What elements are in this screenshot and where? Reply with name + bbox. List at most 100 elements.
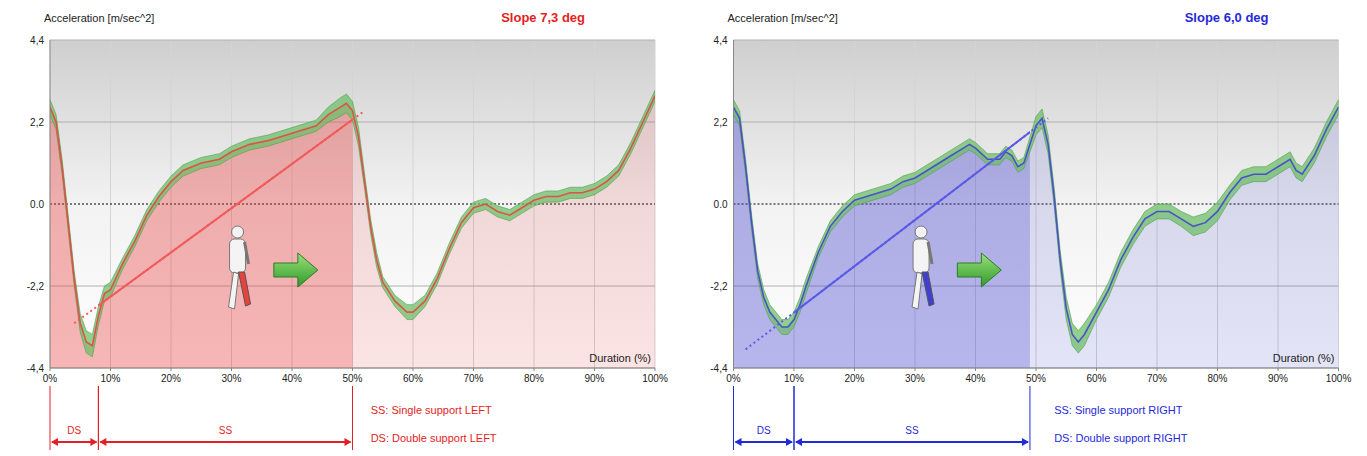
y-tick-label: -2,2 — [710, 281, 728, 292]
x-tick-label: 60% — [1086, 373, 1106, 384]
phase-arrow — [736, 441, 793, 443]
trend-line — [746, 118, 1049, 349]
tick-mark — [1096, 368, 1097, 371]
tick-mark — [594, 368, 595, 371]
y-tick-label: -4,4 — [710, 363, 728, 374]
x-tick-label: 40% — [282, 373, 302, 384]
arrow-head — [345, 438, 352, 446]
leg-highlight — [922, 272, 934, 306]
phase-area — [50, 96, 353, 368]
error-band — [50, 90, 655, 357]
grid-line — [50, 40, 655, 41]
x-tick-label: 80% — [1207, 373, 1227, 384]
x-tick-label: 10% — [100, 373, 120, 384]
grid-line — [734, 40, 1339, 41]
phase-boundary — [98, 386, 99, 450]
tick-mark — [171, 368, 172, 371]
arrow-head — [795, 438, 802, 446]
tick-mark — [1217, 368, 1218, 371]
grid-line — [733, 40, 734, 368]
tick-mark — [1278, 368, 1279, 371]
x-tick-label: 20% — [844, 373, 864, 384]
torso — [230, 239, 246, 273]
head — [915, 226, 927, 238]
x-axis-title: Duration (%) — [1273, 352, 1335, 364]
x-tick-label: 90% — [1268, 373, 1288, 384]
tick-mark — [231, 368, 232, 371]
tick-mark — [655, 368, 656, 371]
y-axis-title: Acceleration [m/sec^2] — [44, 12, 154, 24]
tick-mark — [915, 368, 916, 371]
tick-mark — [534, 368, 535, 371]
x-tick-label: 20% — [161, 373, 181, 384]
phase-boundary — [50, 386, 51, 450]
x-tick-label: 30% — [221, 373, 241, 384]
plot-background — [734, 40, 1339, 368]
phase-boundary — [794, 386, 795, 450]
plot-background — [50, 40, 655, 368]
mean-line — [734, 107, 1339, 342]
arrow-head — [786, 438, 793, 446]
phase-label: SS — [219, 425, 233, 436]
y-axis — [50, 40, 51, 368]
y-tick-label: 2,2 — [714, 117, 728, 128]
grid-line — [50, 40, 51, 368]
phase-label: SS — [905, 425, 919, 436]
phase-arrow — [52, 441, 96, 443]
x-tick-label: 10% — [784, 373, 804, 384]
trend-line-solid — [98, 111, 352, 323]
x-tick-label: 40% — [965, 373, 985, 384]
y-tick-label: 4,4 — [714, 35, 728, 46]
panel: -4,4-2,20.02,24,40%10%20%30%40%50%60%70%… — [27, 10, 668, 450]
y-tick-label: -4,4 — [27, 363, 45, 374]
y-tick-label: -2,2 — [27, 281, 45, 292]
tick-mark — [292, 368, 293, 371]
phase-boundary — [733, 386, 734, 450]
x-tick-label: 60% — [403, 373, 423, 384]
chart-title: Slope 6,0 deg — [1185, 10, 1269, 25]
x-tick-label: 90% — [584, 373, 604, 384]
head — [232, 226, 244, 238]
x-tick-label: 70% — [1147, 373, 1167, 384]
phase-boundary — [98, 386, 99, 450]
phase-boundary — [794, 386, 795, 450]
leg — [912, 272, 922, 309]
figure: -4,4-2,20.02,24,40%10%20%30%40%50%60%70%… — [0, 0, 1367, 456]
phase-note: SS: Single support LEFT — [371, 404, 492, 416]
tick-mark — [413, 368, 414, 371]
plot-data — [50, 90, 655, 368]
tick-mark — [110, 368, 111, 371]
arrow-head — [90, 438, 97, 446]
phase-boundary — [1029, 386, 1030, 450]
tick-mark — [794, 368, 795, 371]
phase-note: DS: Double support RIGHT — [1054, 432, 1188, 444]
leg-highlight — [239, 272, 251, 306]
walker-icon — [229, 226, 251, 309]
y-tick-label: 2,2 — [30, 117, 44, 128]
mean-line — [50, 96, 655, 346]
phase-arrow — [100, 441, 350, 443]
panel: -4,4-2,20.02,24,40%10%20%30%40%50%60%70%… — [710, 10, 1351, 450]
arrow-head — [99, 438, 106, 446]
leg — [229, 272, 239, 309]
x-tick-label: 0% — [726, 373, 741, 384]
phase-note: SS: Single support RIGHT — [1054, 404, 1183, 416]
area — [734, 107, 1339, 368]
phase-note: DS: Double support LEFT — [371, 432, 497, 444]
x-tick-label: 30% — [905, 373, 925, 384]
y-axis-title: Acceleration [m/sec^2] — [728, 12, 838, 24]
chart-title: Slope 7,3 deg — [501, 10, 585, 25]
direction-arrow — [957, 253, 1001, 287]
x-tick-label: 70% — [463, 373, 483, 384]
tick-mark — [1338, 368, 1339, 371]
y-tick-label: 0.0 — [30, 199, 44, 210]
phase-boundary — [352, 386, 353, 450]
tick-mark — [1157, 368, 1158, 371]
arrow-head — [735, 438, 742, 446]
torso — [913, 239, 929, 273]
y-tick-label: 0.0 — [714, 199, 728, 210]
direction-arrow — [274, 253, 318, 287]
trend-line — [74, 111, 364, 323]
y-axis — [733, 40, 734, 368]
x-tick-label: 100% — [1326, 373, 1352, 384]
